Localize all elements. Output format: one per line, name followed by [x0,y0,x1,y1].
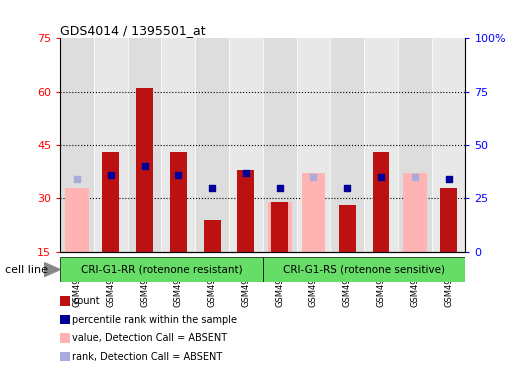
Bar [162,38,195,252]
Text: rank, Detection Call = ABSENT: rank, Detection Call = ABSENT [72,352,222,362]
Text: CRI-G1-RS (rotenone sensitive): CRI-G1-RS (rotenone sensitive) [283,265,445,275]
Point [73,176,81,182]
Point [343,185,351,191]
Bar [203,220,221,252]
Polygon shape [44,263,60,276]
Point [445,176,453,182]
Point [208,185,217,191]
Text: count: count [72,296,100,306]
Bar [237,170,254,252]
Bar [339,205,356,252]
Text: CRI-G1-RR (rotenone resistant): CRI-G1-RR (rotenone resistant) [81,265,242,275]
Point [377,174,385,180]
Bar [60,257,263,282]
Bar [263,38,297,252]
Text: percentile rank within the sample: percentile rank within the sample [72,315,237,325]
Bar [103,152,119,252]
Bar [60,38,94,252]
Bar [229,38,263,252]
Bar [268,202,291,252]
Bar [128,38,162,252]
Bar [65,188,89,252]
Bar [271,202,288,252]
Point [174,172,183,178]
Bar [403,174,427,252]
Point [309,174,317,180]
Bar [170,152,187,252]
Bar [302,174,325,252]
Bar [297,38,331,252]
Bar [263,257,465,282]
Bar [440,188,457,252]
Point [107,172,115,178]
Text: GDS4014 / 1395501_at: GDS4014 / 1395501_at [60,24,206,37]
Point [276,185,284,191]
Text: cell line: cell line [5,265,48,275]
Text: value, Detection Call = ABSENT: value, Detection Call = ABSENT [72,333,228,343]
Bar [331,38,364,252]
Bar [431,38,465,252]
Point [140,163,149,169]
Point [411,174,419,180]
Bar [364,38,398,252]
Bar [372,152,390,252]
Bar [398,38,431,252]
Point [242,170,250,176]
Bar [94,38,128,252]
Bar [195,38,229,252]
Bar [136,88,153,252]
